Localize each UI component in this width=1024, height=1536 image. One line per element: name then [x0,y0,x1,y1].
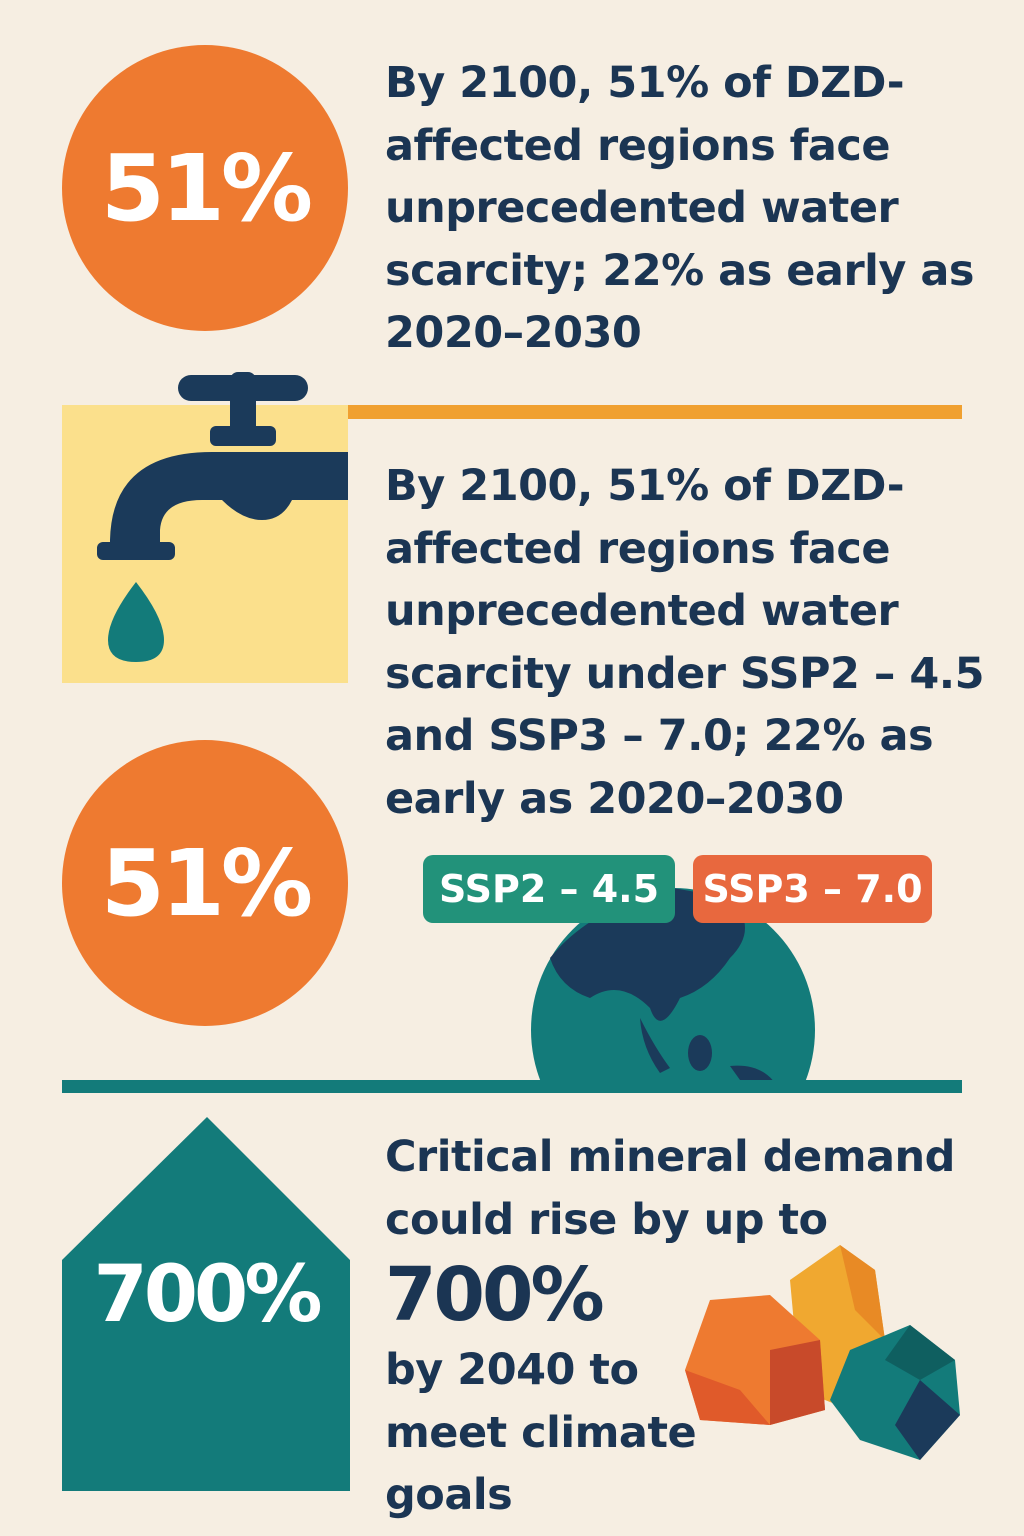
text-line: Critical mineral demand [385,1132,955,1182]
text-line: meet climate [385,1407,697,1458]
house-shape-icon [62,1117,350,1491]
minerals-rocks-icon [685,1245,960,1460]
text-line: 2020–2030 [385,308,642,358]
badge-ssp3-70: SSP3 – 7.0 [693,855,932,923]
text-line: goals [385,1470,513,1520]
badge-ssp2-45: SSP2 – 4.5 [423,855,675,923]
faucet-icon [97,372,348,662]
stat-value: 51% [100,829,313,937]
text-line: scarcity; 22% as early as [385,245,975,296]
water-scarcity-text: By 2100, 51% of DZD- affected regions fa… [385,52,975,365]
text-line: By 2100, 51% of DZD- [385,58,905,108]
text-line: scarcity under SSP2 – 4.5 [385,648,985,699]
text-line: unprecedented water [385,183,899,233]
text-line: and SSP3 – 7.0; 22% as [385,711,934,761]
text-line: by 2040 to [385,1345,639,1395]
divider-orange [348,405,962,419]
stat-circle-51-percent-2: 51% [62,740,348,1026]
stat-value: 51% [100,134,313,242]
text-line: early as 2020–2030 [385,773,844,824]
text-line: affected regions face [385,523,891,574]
highlight-700: 700% [385,1252,605,1338]
stat-value-700: 700% [93,1250,323,1340]
scenario-text: By 2100, 51% of DZD- affected regions fa… [385,455,985,830]
badge-label: SSP3 – 7.0 [702,867,923,911]
text-line: By 2100, 51% of DZD- [385,461,905,511]
stat-circle-51-percent: 51% [62,45,348,331]
mineral-demand-text: Critical mineral demand could rise by up… [385,1126,955,1527]
badge-label: SSP2 – 4.5 [438,867,660,911]
divider-teal [62,1080,962,1093]
text-line: could rise by up to [385,1194,828,1245]
text-line: unprecedented water [385,586,899,636]
text-line: affected regions face [385,120,891,171]
